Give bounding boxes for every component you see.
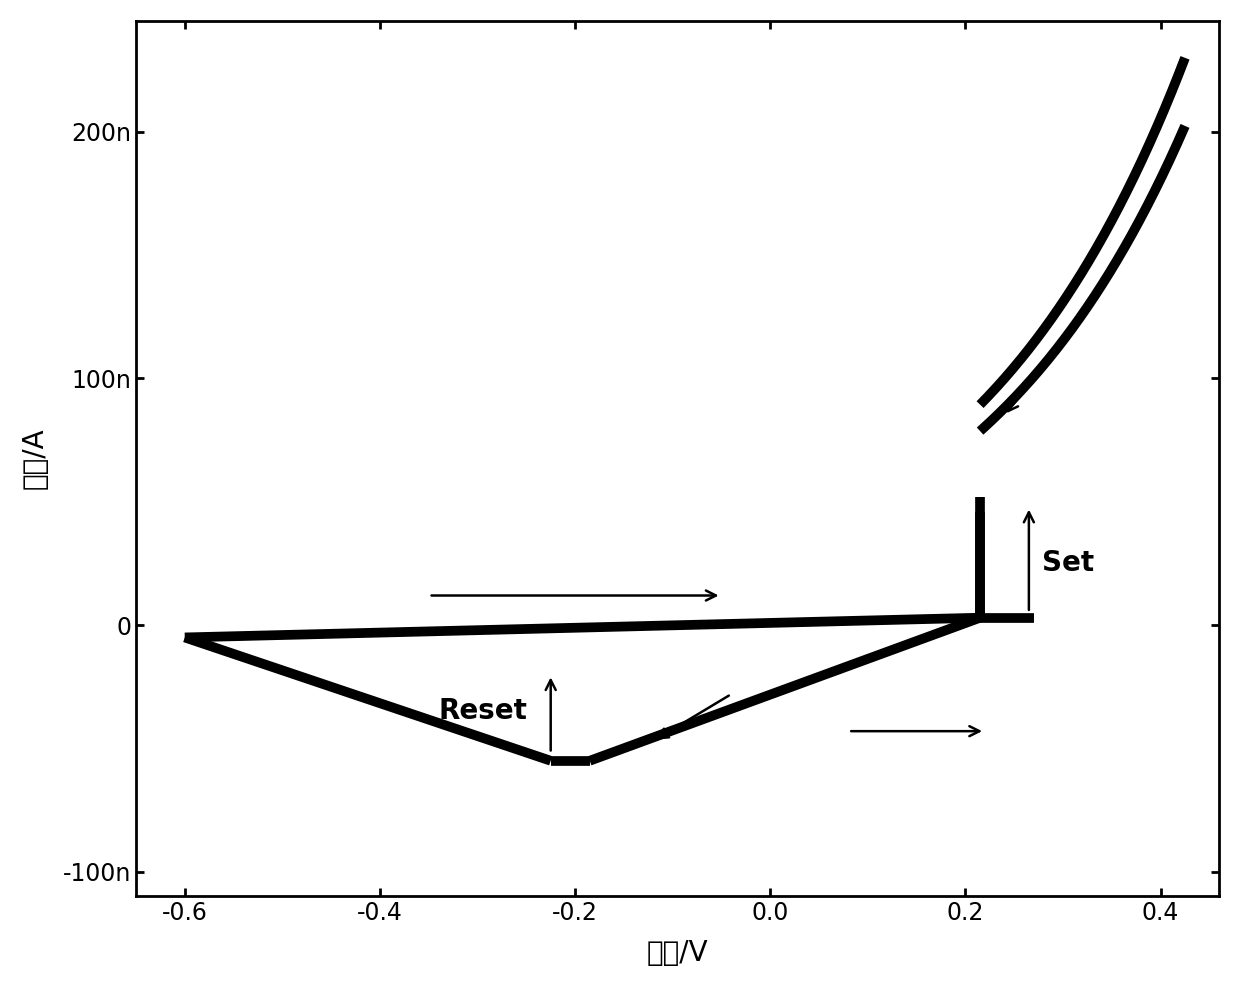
Y-axis label: 电流/A: 电流/A [21,428,48,489]
X-axis label: 电压/V: 电压/V [647,940,708,967]
Text: Set: Set [1042,549,1094,577]
Text: Reset: Reset [439,698,527,725]
